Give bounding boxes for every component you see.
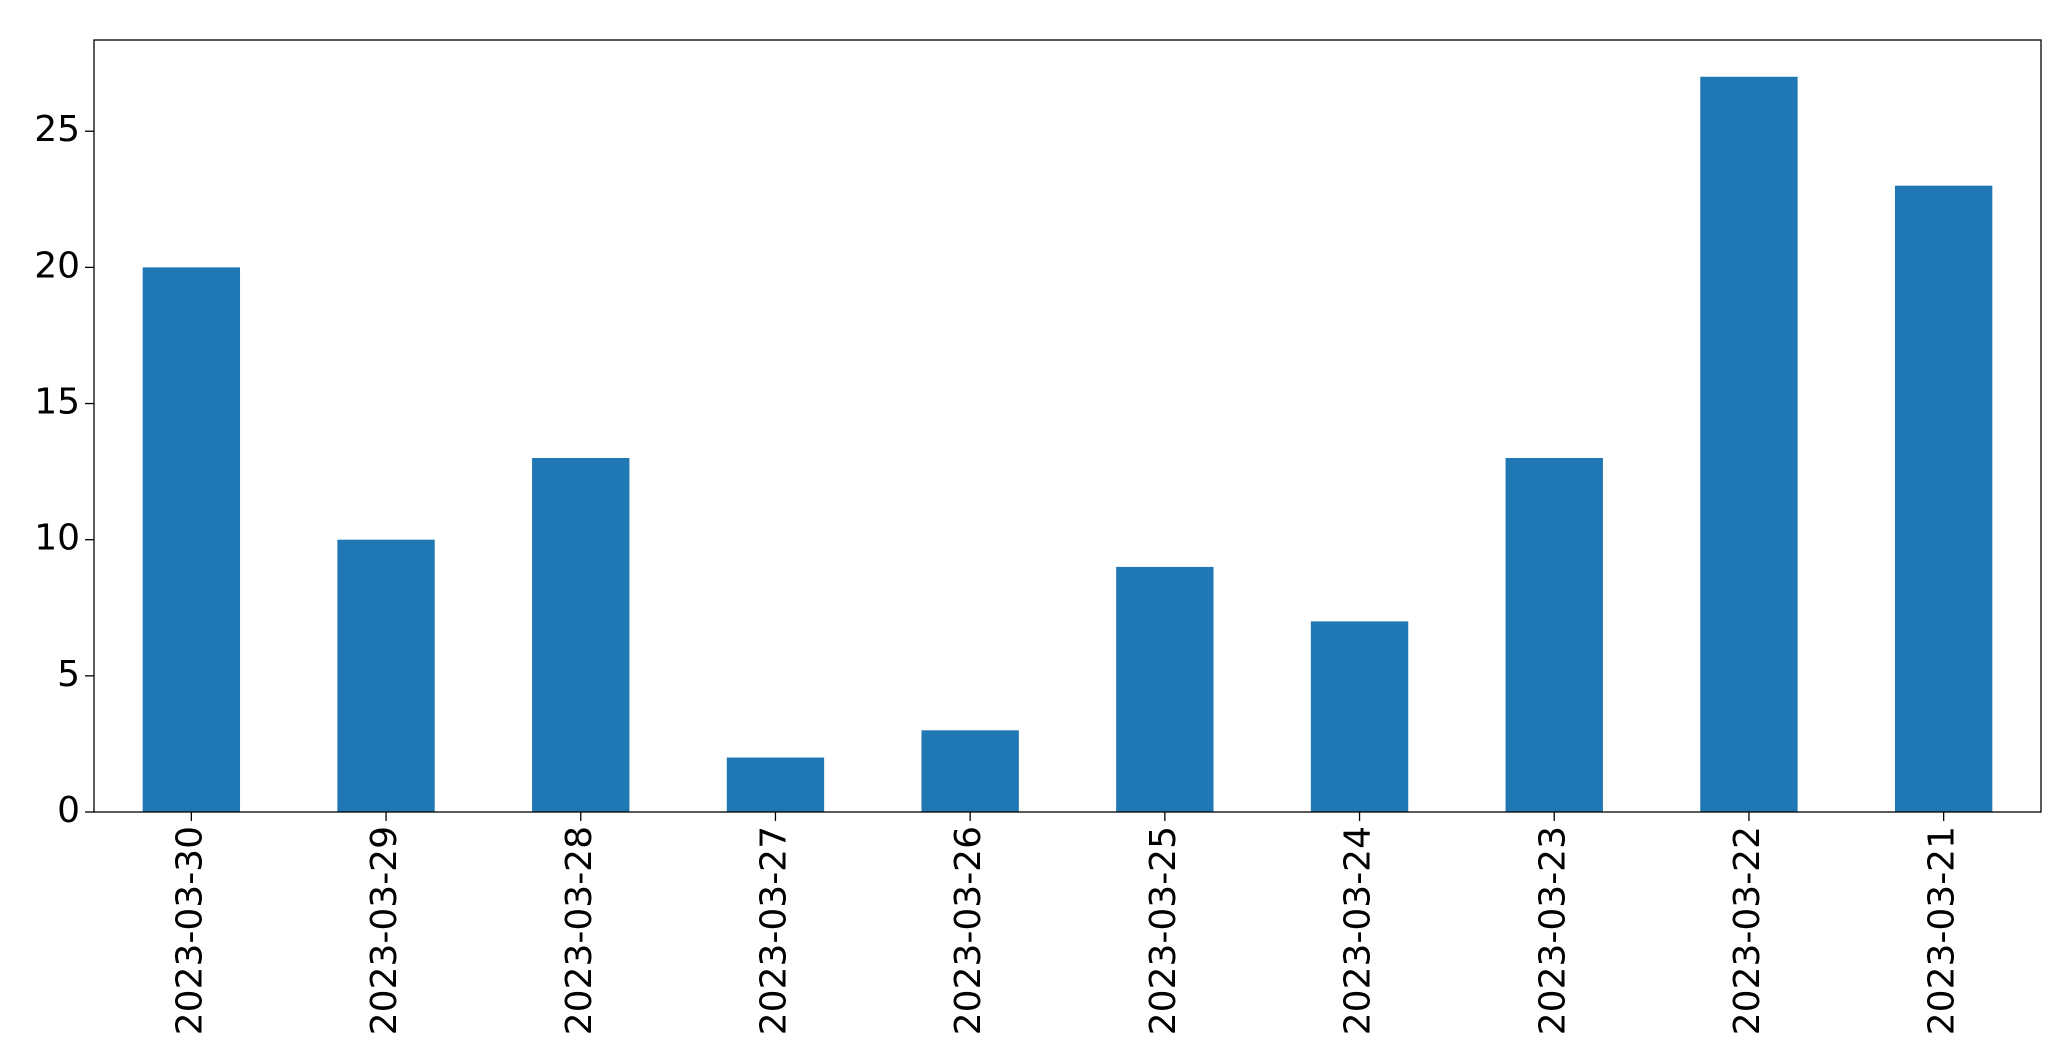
bar bbox=[1310, 621, 1409, 812]
y-tick-label: 5 bbox=[57, 654, 80, 695]
bar bbox=[1505, 457, 1603, 812]
y-tick-label: 15 bbox=[34, 382, 80, 423]
bar bbox=[142, 267, 241, 813]
x-tick-label: 2023-03-21 bbox=[1922, 826, 1963, 1035]
x-tick-label: 2023-03-25 bbox=[1143, 826, 1184, 1035]
y-tick-label: 20 bbox=[34, 245, 80, 286]
x-tick-label: 2023-03-26 bbox=[948, 826, 989, 1035]
x-tick-label: 2023-03-30 bbox=[169, 826, 210, 1035]
bar bbox=[337, 539, 435, 812]
bar bbox=[532, 457, 630, 812]
bar bbox=[1116, 566, 1214, 812]
x-tick-label: 2023-03-24 bbox=[1338, 826, 1379, 1035]
y-tick-label: 10 bbox=[34, 518, 80, 559]
bar bbox=[921, 730, 1019, 812]
x-tick-label: 2023-03-27 bbox=[753, 826, 794, 1035]
x-tick-label: 2023-03-29 bbox=[364, 826, 405, 1035]
y-tick-label: 0 bbox=[57, 790, 80, 831]
bar bbox=[1700, 76, 1798, 812]
y-tick-label: 25 bbox=[34, 109, 80, 150]
bar bbox=[726, 757, 825, 812]
x-tick-label: 2023-03-22 bbox=[1727, 826, 1768, 1035]
x-tick-label: 2023-03-28 bbox=[559, 826, 600, 1035]
plot-frame bbox=[93, 39, 2042, 813]
bar bbox=[1894, 185, 1993, 813]
x-tick-label: 2023-03-23 bbox=[1532, 826, 1573, 1035]
